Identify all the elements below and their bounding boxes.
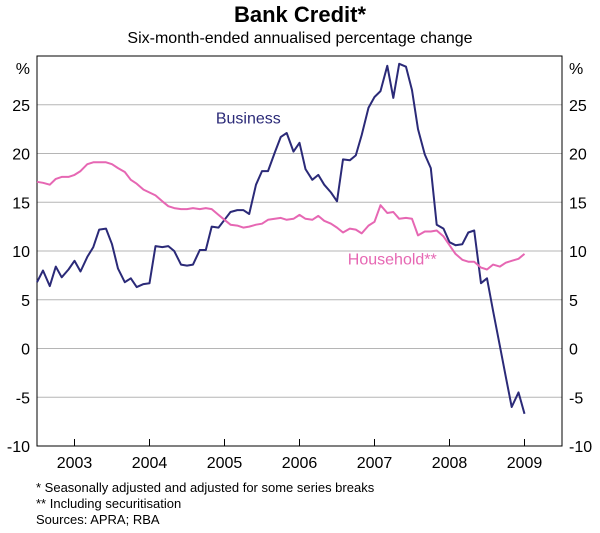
x-tick-label: 2004	[132, 455, 168, 472]
series-label-business: Business	[216, 110, 281, 127]
y-tick-label-right: 10	[569, 244, 587, 261]
y-tick-label-left: 5	[21, 293, 30, 310]
x-tick-label: 2008	[432, 455, 468, 472]
y-tick-label-right: 25	[569, 98, 587, 115]
series-line-business	[36, 62, 526, 415]
sources-note: Sources: APRA; RBA	[36, 512, 160, 527]
y-unit-left: %	[16, 61, 30, 78]
y-unit-right: %	[569, 61, 583, 78]
y-tick-label-left: 25	[12, 98, 30, 115]
y-tick-label-left: -5	[16, 390, 30, 407]
y-tick-label-right: -10	[569, 439, 592, 456]
chart-title: Bank Credit*	[233, 2, 367, 27]
y-tick-label-left: -10	[7, 439, 30, 456]
x-tick-label: 2009	[507, 455, 543, 472]
y-tick-label-left: 15	[12, 195, 30, 212]
chart-subtitle: Six-month-ended annualised percentage ch…	[127, 30, 473, 47]
footnote-securitisation: ** Including securitisation	[36, 496, 182, 511]
x-tick-label: 2003	[57, 455, 93, 472]
y-tick-label-right: 5	[569, 293, 578, 310]
y-tick-label-left: 10	[12, 244, 30, 261]
series-label-household: Household**	[348, 252, 437, 269]
x-tick-label: 2007	[357, 455, 393, 472]
y-tick-label-right: -5	[569, 390, 583, 407]
x-tick-label: 2005	[207, 455, 243, 472]
chart-notes: * Seasonally adjusted and adjusted for s…	[36, 480, 374, 528]
y-tick-label-right: 15	[569, 195, 587, 212]
x-tick-label: 2006	[282, 455, 318, 472]
y-tick-label-left: 0	[21, 342, 30, 359]
y-tick-label-left: 20	[12, 147, 30, 164]
y-tick-label-right: 0	[569, 342, 578, 359]
y-tick-label-right: 20	[569, 147, 587, 164]
footnote-seasonally-adjusted: * Seasonally adjusted and adjusted for s…	[36, 480, 375, 495]
series-line-household	[36, 161, 526, 271]
